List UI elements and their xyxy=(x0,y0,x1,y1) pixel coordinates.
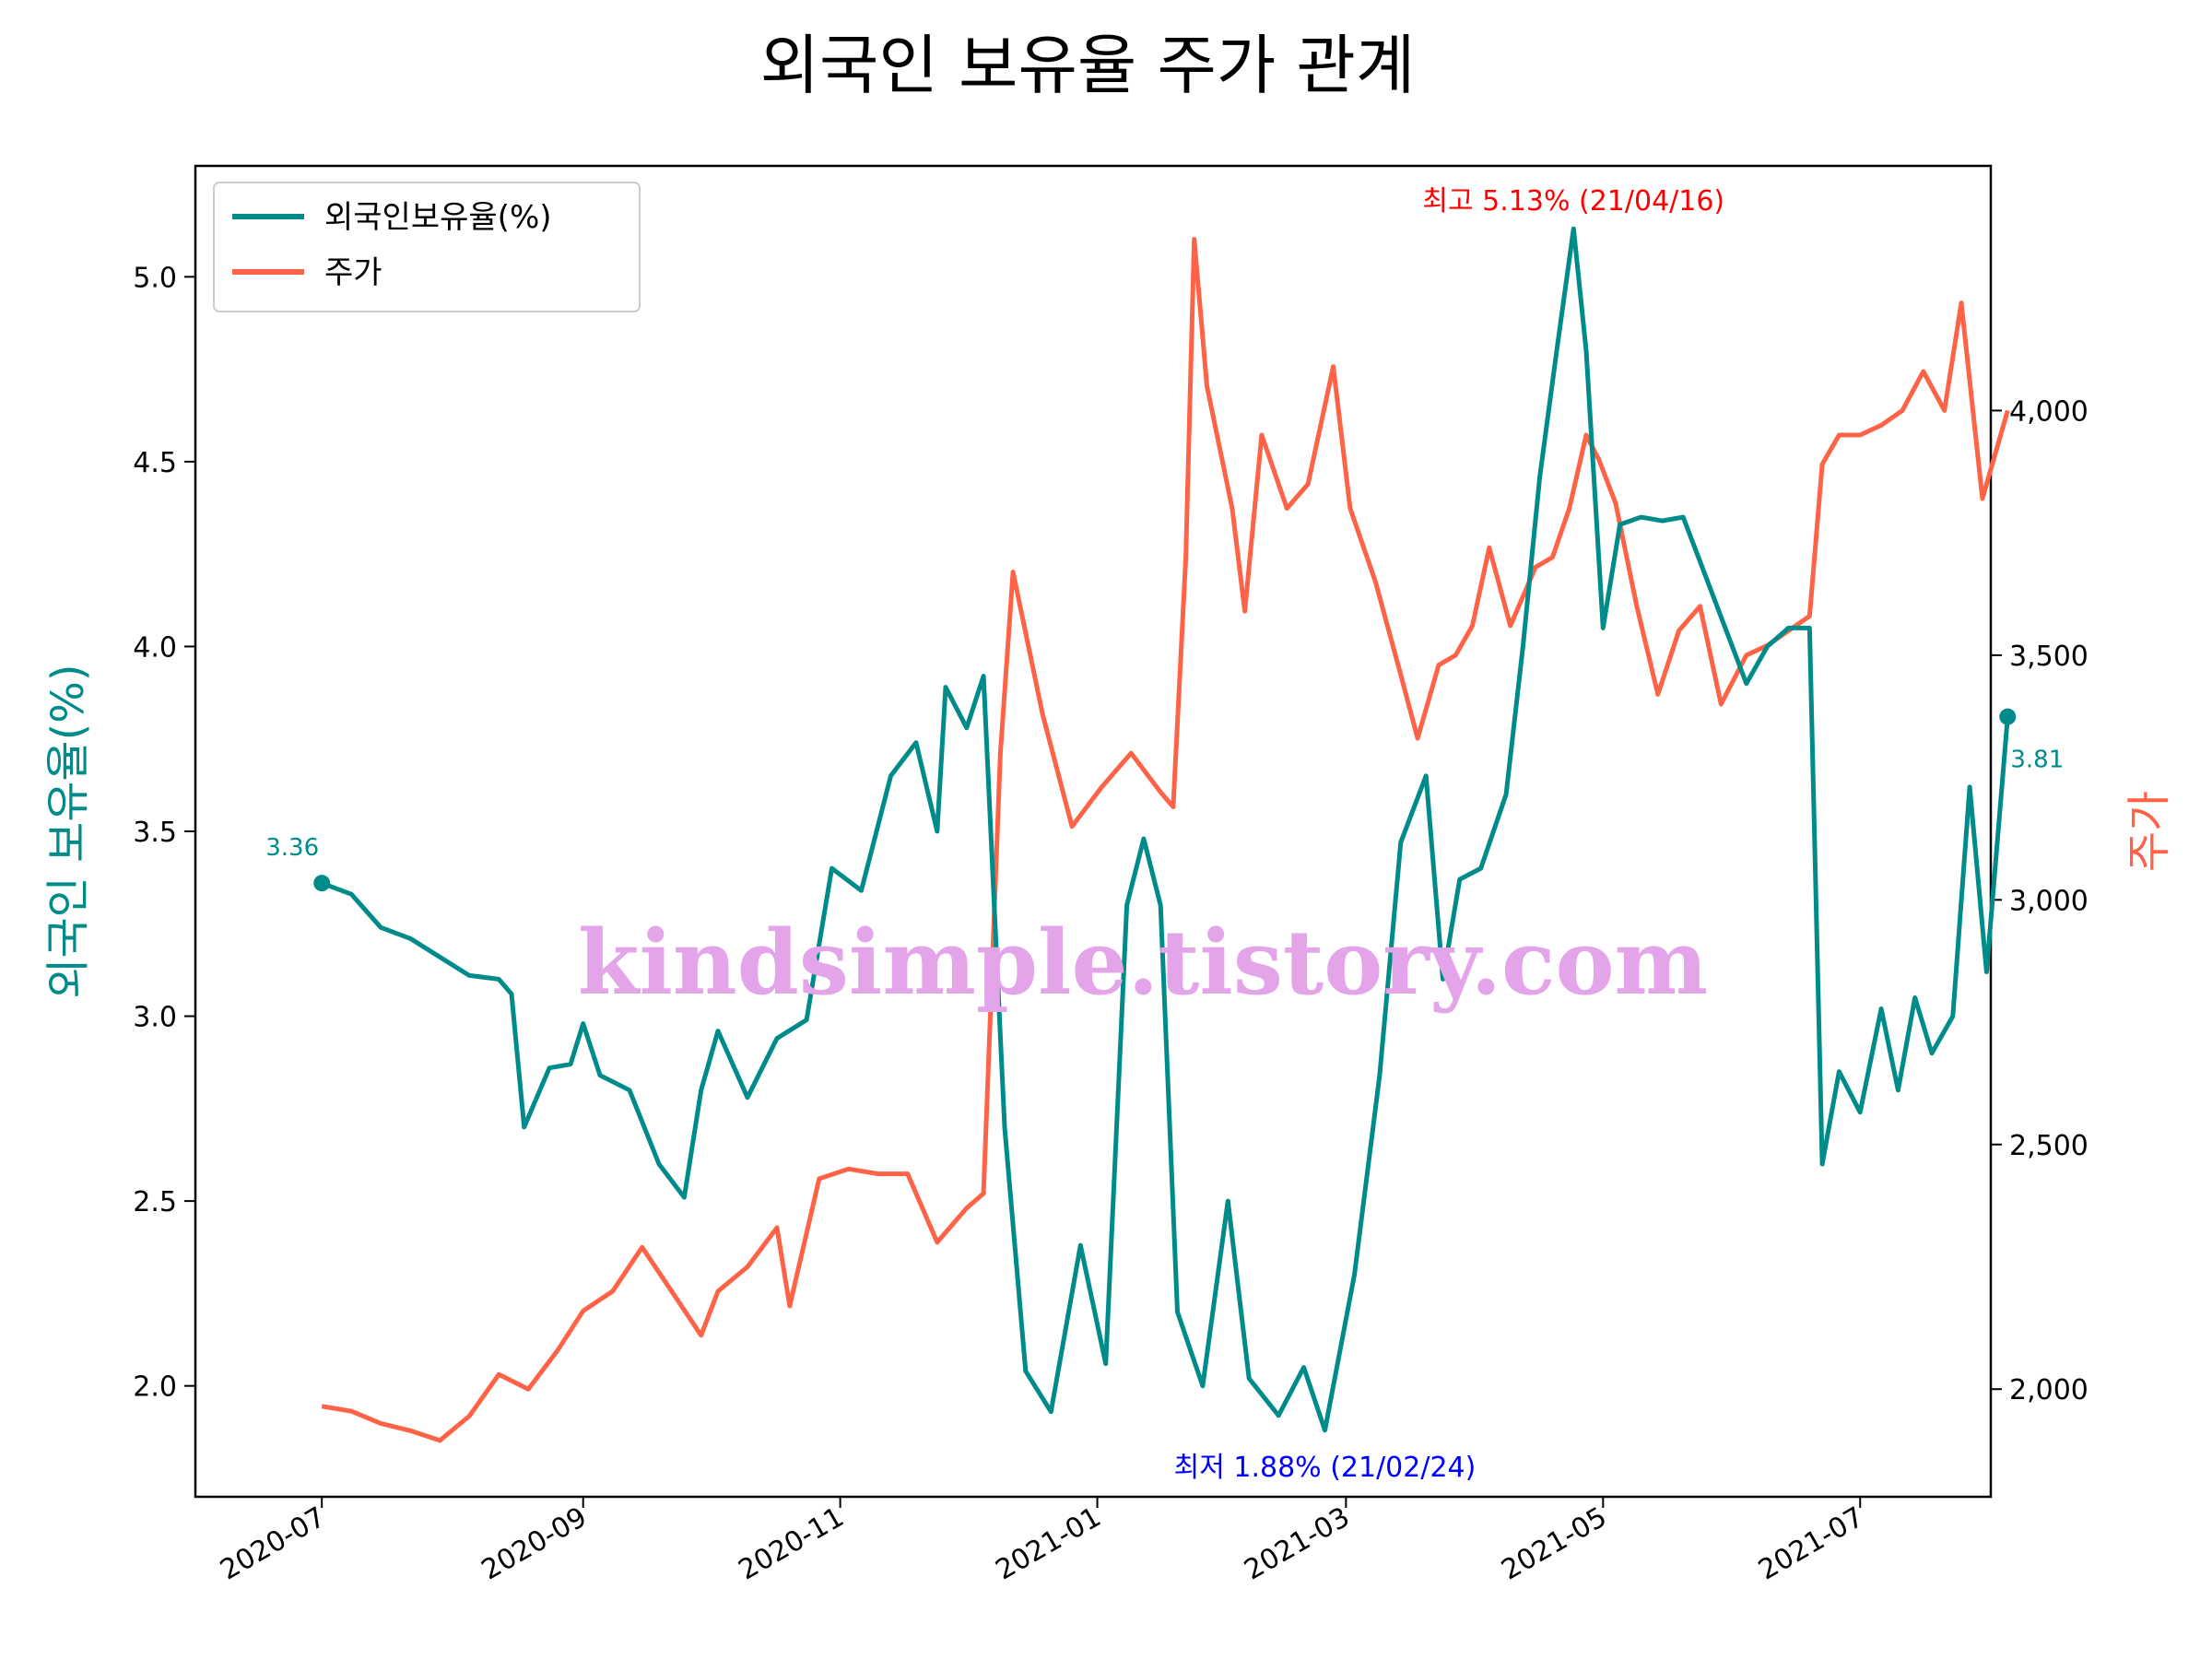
y-right-tick-label: 3,500 xyxy=(2009,641,2088,673)
legend-box xyxy=(213,182,641,312)
x-tick-label: 2020-07 xyxy=(215,1501,331,1587)
y-left-tick-label: 3.0 xyxy=(133,1002,177,1034)
watermark: kindsimple.tistory.com xyxy=(578,911,1708,1015)
start-value-label: 3.36 xyxy=(265,834,319,862)
x-tick-label: 2020-11 xyxy=(734,1501,850,1587)
y-right-tick-label: 4,000 xyxy=(2009,395,2088,428)
series-line-price xyxy=(321,237,2010,1443)
y-left-tick-label: 3.5 xyxy=(133,817,177,849)
x-tick-label: 2021-05 xyxy=(1496,1501,1612,1587)
y-axis-right-label: 주가 xyxy=(2124,791,2175,872)
x-axis: 2020-07 2020-09 2020-11 2021-01 2021-03 2021-… xyxy=(215,1497,1869,1587)
end-value-label: 3.81 xyxy=(2010,747,2064,774)
y-axis-right: 2,000 2,500 3,000 3,500 4,000 xyxy=(1991,395,2088,1406)
legend-label-price: 주가 xyxy=(324,254,382,291)
end-point-marker xyxy=(1999,708,2017,725)
min-annotation: 최저 1.88% (21/02/24) xyxy=(1174,1452,1477,1484)
legend-label-holding: 외국인보유율(%) xyxy=(324,199,552,236)
y-right-tick-label: 2,500 xyxy=(2009,1130,2088,1162)
series-line-holding xyxy=(321,226,2010,1433)
x-tick-label: 2021-01 xyxy=(991,1501,1107,1587)
y-left-tick-label: 2.5 xyxy=(133,1186,177,1218)
max-annotation: 최고 5.13% (21/04/16) xyxy=(1422,185,1724,218)
y-left-tick-label: 4.0 xyxy=(133,631,177,664)
x-tick-label: 2020-09 xyxy=(477,1501,593,1587)
start-point-marker xyxy=(313,875,331,892)
legend: 외국인보유율(%) 주가 xyxy=(213,182,641,312)
y-right-tick-label: 2,000 xyxy=(2009,1374,2088,1406)
y-axis-left-label: 외국인 보유율(%) xyxy=(42,664,94,998)
y-left-tick-label: 5.0 xyxy=(133,262,177,294)
y-left-tick-label: 2.0 xyxy=(133,1371,177,1404)
y-right-tick-label: 3,000 xyxy=(2009,885,2088,917)
x-tick-label: 2021-03 xyxy=(1239,1501,1355,1587)
y-axis-left: 2.0 2.5 3.0 3.5 4.0 4.5 5.0 xyxy=(133,262,195,1404)
y-left-tick-label: 4.5 xyxy=(133,447,177,479)
chart-title: 외국인 보유율 주가 관계 xyxy=(760,28,1416,103)
x-tick-label: 2021-07 xyxy=(1753,1501,1869,1587)
